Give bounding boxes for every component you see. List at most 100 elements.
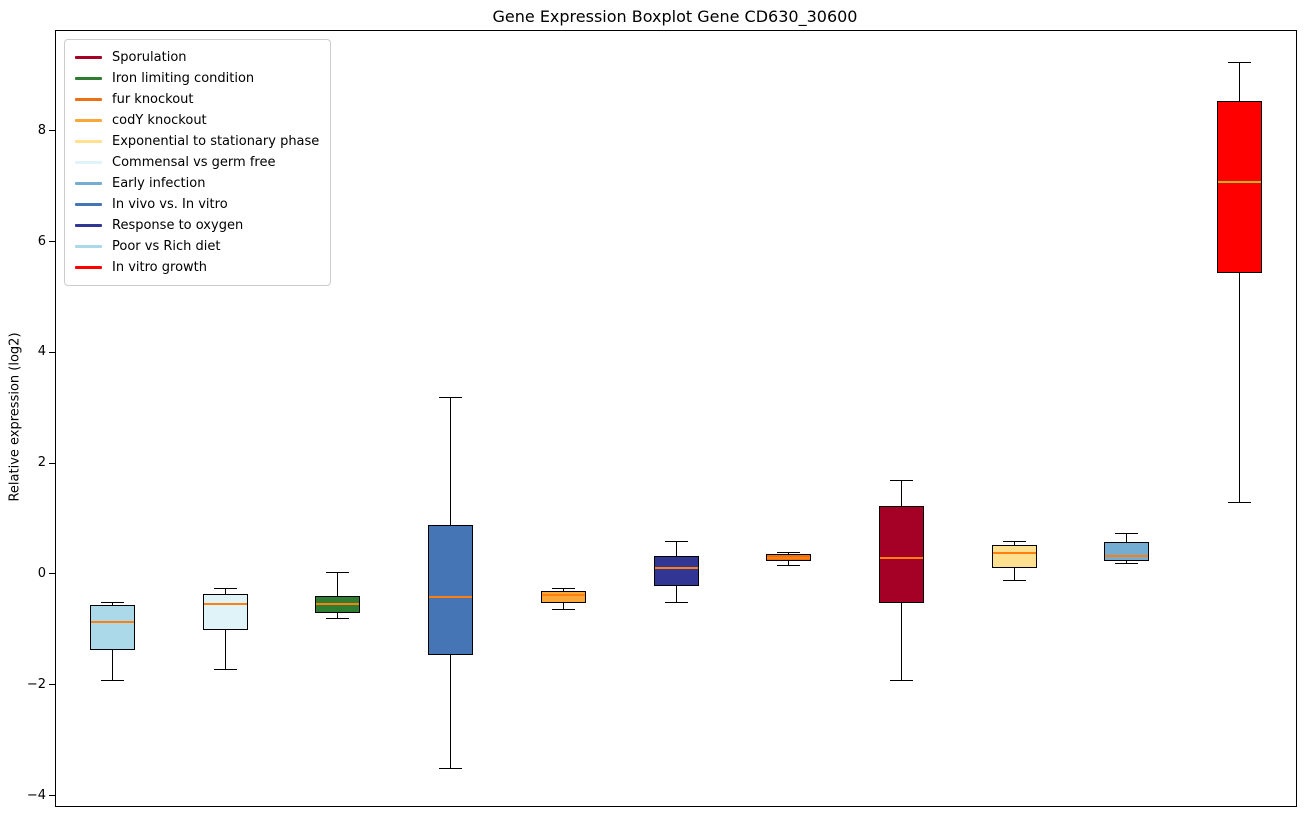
lower-whisker-fur-knockout bbox=[788, 561, 790, 566]
median-cody-knockout bbox=[541, 594, 585, 597]
lower-cap-commensal-vs-germ-free bbox=[213, 668, 237, 670]
upper-cap-in-vitro-growth bbox=[1228, 62, 1252, 64]
legend-label: Exponential to stationary phase bbox=[112, 134, 320, 149]
upper-whisker-fur-knockout bbox=[788, 552, 790, 554]
legend-label: fur knockout bbox=[112, 92, 194, 107]
median-iron-limiting-condition bbox=[316, 602, 360, 605]
lower-whisker-response-to-oxygen bbox=[675, 586, 677, 603]
legend-label: codY knockout bbox=[112, 113, 207, 128]
legend-label: In vitro growth bbox=[112, 260, 207, 275]
upper-whisker-commensal-vs-germ-free bbox=[224, 588, 226, 595]
upper-whisker-in-vitro-growth bbox=[1239, 62, 1241, 102]
legend-item: Early infection bbox=[75, 173, 319, 194]
lower-whisker-cody-knockout bbox=[562, 602, 564, 610]
y-tick-label: −4 bbox=[26, 787, 46, 803]
lower-whisker-in-vivo-vs-in-vitro bbox=[450, 655, 452, 769]
upper-cap-sporulation bbox=[889, 480, 913, 482]
y-tick-mark bbox=[49, 241, 55, 243]
legend-item: Commensal vs germ free bbox=[75, 152, 319, 173]
legend-item: Sporulation bbox=[75, 47, 319, 68]
lower-cap-fur-knockout bbox=[777, 564, 801, 566]
box-sporulation bbox=[878, 505, 924, 603]
upper-cap-in-vivo-vs-in-vitro bbox=[439, 397, 463, 399]
legend-color-swatch bbox=[75, 140, 102, 143]
y-tick-mark bbox=[49, 684, 55, 686]
legend-color-swatch bbox=[75, 56, 102, 59]
y-tick-label: 8 bbox=[37, 122, 46, 138]
median-exponential-to-stationary-phase bbox=[992, 551, 1036, 554]
box-poor-vs-rich-diet bbox=[89, 605, 135, 650]
box-in-vivo-vs-in-vitro bbox=[428, 525, 474, 656]
y-tick-mark bbox=[49, 795, 55, 797]
lower-cap-cody-knockout bbox=[551, 609, 575, 611]
median-sporulation bbox=[879, 557, 923, 560]
lower-whisker-exponential-to-stationary-phase bbox=[1013, 568, 1015, 581]
box-commensal-vs-germ-free bbox=[202, 594, 248, 631]
lower-whisker-commensal-vs-germ-free bbox=[224, 630, 226, 670]
upper-cap-response-to-oxygen bbox=[664, 541, 688, 543]
legend-item: In vivo vs. In vitro bbox=[75, 194, 319, 215]
legend-label: Commensal vs germ free bbox=[112, 155, 276, 170]
lower-whisker-in-vitro-growth bbox=[1239, 273, 1241, 503]
chart-title: Gene Expression Boxplot Gene CD630_30600 bbox=[492, 7, 858, 26]
y-tick-mark bbox=[49, 573, 55, 575]
y-tick-label: 0 bbox=[37, 565, 46, 581]
legend-label: Poor vs Rich diet bbox=[112, 239, 221, 254]
y-tick-label: −2 bbox=[26, 676, 46, 692]
upper-cap-fur-knockout bbox=[777, 552, 801, 554]
legend-item: fur knockout bbox=[75, 89, 319, 110]
upper-cap-early-infection bbox=[1115, 532, 1139, 534]
median-fur-knockout bbox=[767, 557, 811, 560]
legend-color-swatch bbox=[75, 245, 102, 248]
legend-label: Iron limiting condition bbox=[112, 71, 255, 86]
median-in-vivo-vs-in-vitro bbox=[429, 596, 473, 599]
lower-cap-iron-limiting-condition bbox=[326, 617, 350, 619]
legend-item: Exponential to stationary phase bbox=[75, 131, 319, 152]
upper-whisker-iron-limiting-condition bbox=[337, 572, 339, 597]
upper-whisker-sporulation bbox=[900, 480, 902, 506]
legend: Sporulation Iron limiting condition fur kn… bbox=[64, 39, 332, 286]
legend-color-swatch bbox=[75, 224, 102, 227]
lower-cap-in-vivo-vs-in-vitro bbox=[439, 768, 463, 770]
legend-color-swatch bbox=[75, 98, 102, 101]
lower-cap-poor-vs-rich-diet bbox=[100, 679, 124, 681]
box-in-vitro-growth bbox=[1217, 101, 1263, 274]
lower-cap-early-infection bbox=[1115, 563, 1139, 565]
lower-cap-exponential-to-stationary-phase bbox=[1002, 580, 1026, 582]
legend-item: In vitro growth bbox=[75, 257, 319, 278]
lower-cap-response-to-oxygen bbox=[664, 602, 688, 604]
lower-whisker-poor-vs-rich-diet bbox=[111, 649, 113, 681]
upper-whisker-response-to-oxygen bbox=[675, 541, 677, 556]
lower-whisker-early-infection bbox=[1126, 561, 1128, 564]
box-cody-knockout bbox=[540, 590, 586, 603]
plot-area: Sporulation Iron limiting condition fur kn… bbox=[55, 30, 1297, 807]
legend-label: Sporulation bbox=[112, 50, 187, 65]
upper-whisker-in-vivo-vs-in-vitro bbox=[450, 397, 452, 526]
legend-color-swatch bbox=[75, 77, 102, 80]
median-commensal-vs-germ-free bbox=[203, 602, 247, 605]
lower-cap-in-vitro-growth bbox=[1228, 502, 1252, 504]
upper-cap-cody-knockout bbox=[551, 588, 575, 590]
upper-cap-commensal-vs-germ-free bbox=[213, 588, 237, 590]
legend-item: Response to oxygen bbox=[75, 215, 319, 236]
y-tick-label: 2 bbox=[37, 455, 46, 471]
legend-item: Iron limiting condition bbox=[75, 68, 319, 89]
median-early-infection bbox=[1105, 554, 1149, 557]
legend-label: Early infection bbox=[112, 176, 206, 191]
upper-whisker-exponential-to-stationary-phase bbox=[1013, 541, 1015, 545]
legend-label: Response to oxygen bbox=[112, 218, 244, 233]
y-tick-label: 4 bbox=[37, 344, 46, 360]
y-tick-mark bbox=[49, 462, 55, 464]
median-response-to-oxygen bbox=[654, 567, 698, 570]
legend-color-swatch bbox=[75, 119, 102, 122]
upper-whisker-poor-vs-rich-diet bbox=[111, 602, 113, 606]
legend-label: In vivo vs. In vitro bbox=[112, 197, 228, 212]
lower-whisker-iron-limiting-condition bbox=[337, 612, 339, 619]
y-tick-mark bbox=[49, 130, 55, 132]
legend-color-swatch bbox=[75, 182, 102, 185]
median-poor-vs-rich-diet bbox=[90, 621, 134, 624]
lower-cap-sporulation bbox=[889, 679, 913, 681]
legend-color-swatch bbox=[75, 161, 102, 164]
y-tick-label: 6 bbox=[37, 233, 46, 249]
